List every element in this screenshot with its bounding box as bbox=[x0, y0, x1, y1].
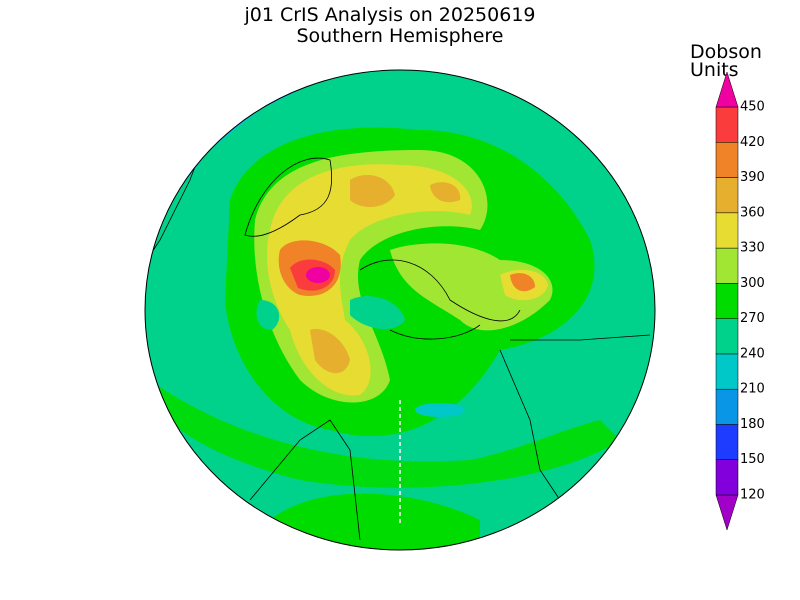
colorbar-swatch bbox=[715, 424, 739, 460]
colorbar-swatch bbox=[715, 212, 739, 249]
globe-outline bbox=[144, 69, 656, 551]
colorbar-label: 420 bbox=[740, 135, 765, 150]
colorbar-swatch bbox=[715, 388, 739, 425]
colorbar-label: 180 bbox=[740, 417, 765, 432]
colorbar-label: 450 bbox=[740, 100, 765, 115]
subtitle: Southern Hemisphere bbox=[296, 25, 503, 47]
colorbar-label: 210 bbox=[740, 382, 765, 397]
ozone-map bbox=[145, 70, 655, 550]
colorbar: 120 150 180 210 240 270 300 330 360 390 420 450 bbox=[715, 71, 765, 531]
colorbar-over bbox=[715, 71, 739, 108]
colorbar-swatch bbox=[715, 353, 739, 390]
colorbar-swatch bbox=[715, 283, 739, 319]
colorbar-label: 360 bbox=[740, 205, 765, 220]
colorbar-swatch bbox=[715, 247, 739, 284]
colorbar-label: 390 bbox=[740, 170, 765, 185]
legend-title: Units bbox=[690, 59, 739, 81]
colorbar-label: 150 bbox=[740, 452, 765, 467]
colorbar-swatch bbox=[715, 459, 739, 496]
colorbar-swatch bbox=[715, 142, 739, 178]
legend-title: Dobson bbox=[690, 41, 762, 63]
colorbar-label: 120 bbox=[740, 488, 765, 503]
colorbar-swatch bbox=[715, 177, 739, 214]
colorbar-label: 330 bbox=[740, 241, 765, 256]
colorbar-swatch bbox=[715, 318, 739, 355]
colorbar-label: 270 bbox=[740, 311, 765, 326]
title: j01 CrIS Analysis on 20250619 bbox=[243, 4, 535, 26]
colorbar-label: 240 bbox=[740, 346, 765, 361]
colorbar-label: 300 bbox=[740, 276, 765, 291]
colorbar-under bbox=[715, 494, 739, 531]
colorbar-swatch bbox=[715, 106, 739, 143]
